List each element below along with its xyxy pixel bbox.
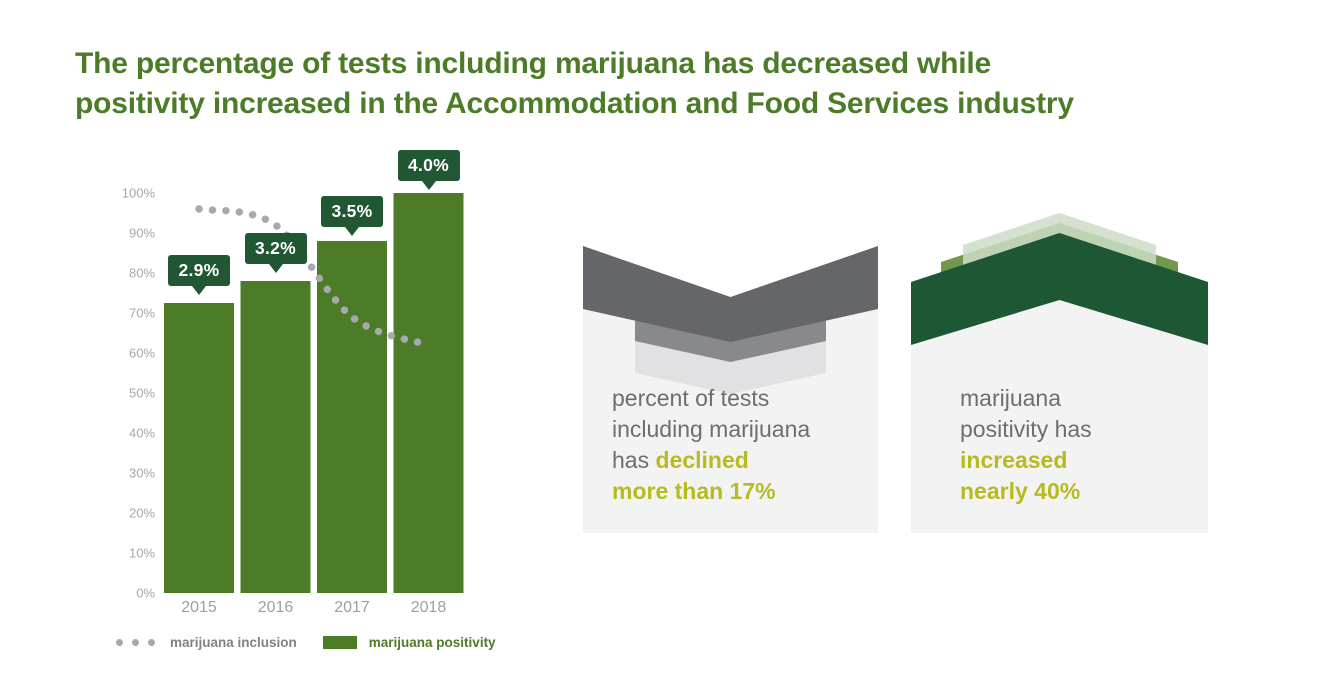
y-axis-tick: 100%	[122, 186, 156, 201]
y-axis-tick: 10%	[129, 546, 155, 561]
card-text-line: positivity has	[960, 416, 1092, 442]
card-text-line: more than 17%	[612, 478, 776, 504]
x-axis-label: 2018	[411, 599, 447, 616]
y-axis-tick: 70%	[129, 306, 155, 321]
y-axis-tick: 80%	[129, 266, 155, 281]
value-badge-2015: 2.9%	[168, 255, 230, 295]
chart-legend: marijuana inclusion marijuana positivity	[116, 635, 496, 650]
value-badge-2018: 4.0%	[397, 150, 460, 190]
x-axis-label: 2017	[334, 599, 370, 616]
x-axis-label: 2016	[258, 599, 294, 616]
bar-2017	[317, 241, 387, 593]
bar-2018	[393, 193, 464, 593]
legend-label-inclusion: marijuana inclusion	[170, 635, 297, 650]
chevron-down-icon	[583, 246, 878, 394]
y-axis-tick: 40%	[129, 426, 155, 441]
bar-chart: 100% 90% 80% 70% 60% 50% 40% 30% 20% 10% 0% 2015 201…	[100, 150, 470, 625]
card-text-line: has declined	[612, 447, 749, 473]
value-badge-2016: 3.2%	[244, 233, 307, 273]
title-line-1: The percentage of tests including mariju…	[75, 47, 992, 80]
card-text-line: nearly 40%	[960, 478, 1081, 504]
chevron-down-layer-main	[583, 246, 878, 342]
y-axis-tick: 90%	[129, 226, 155, 241]
inclusion-dots-icon	[116, 639, 164, 646]
card-text-line: percent of tests	[612, 385, 770, 411]
y-axis-tick: 20%	[129, 506, 155, 521]
value-badge-2017: 3.5%	[321, 196, 383, 236]
y-axis-tick: 50%	[129, 386, 155, 401]
legend-label-positivity: marijuana positivity	[368, 635, 496, 650]
bar-2016	[240, 281, 311, 593]
card-text-line: increased	[960, 447, 1068, 473]
y-axis-tick: 60%	[129, 346, 155, 361]
page-title: The percentage of tests including mariju…	[75, 44, 1074, 124]
increase-card-text: marijuana positivity has increased nearly 4…	[960, 383, 1092, 507]
card-positivity-increase	[911, 300, 1208, 533]
bar-2015	[164, 303, 234, 593]
y-axis-tick: 0%	[136, 586, 155, 601]
y-axis-tick: 30%	[129, 466, 155, 481]
title-line-2: positivity increased in the Accommodatio…	[75, 87, 1074, 120]
card-text-line: including marijuana	[612, 416, 811, 442]
inclusion-dotted-line	[195, 205, 433, 349]
card-text-line: marijuana	[960, 385, 1061, 411]
positivity-square-icon	[322, 636, 357, 649]
x-axis-label: 2015	[181, 599, 217, 616]
decline-card-text: percent of tests including marijuana has d…	[612, 383, 810, 507]
chevron-up-icon	[911, 213, 1208, 345]
chevron-up-layer-main	[911, 233, 1208, 345]
chart-canvas: 100% 90% 80% 70% 60% 50% 40% 30% 20% 10% 0% 2015 201…	[122, 186, 464, 616]
